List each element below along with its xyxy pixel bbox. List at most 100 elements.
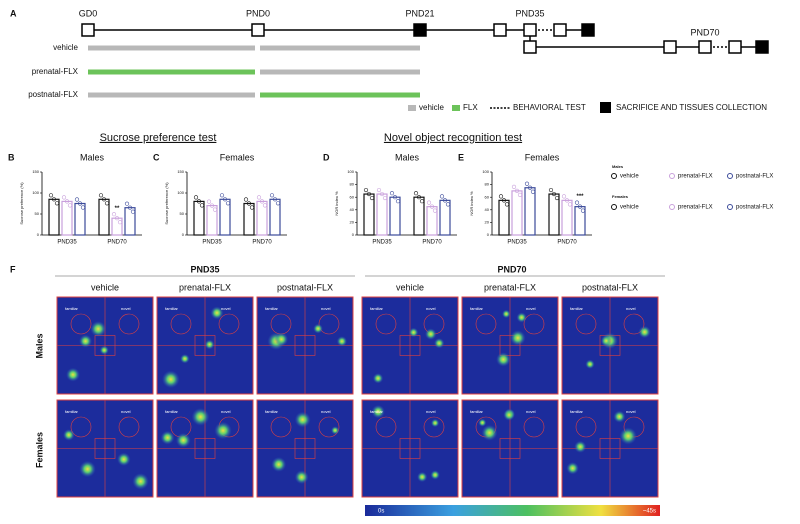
hotspot [613,410,626,423]
group-label: postnatal-FLX [28,90,78,99]
x-tick-label: PND70 [557,240,577,246]
hotspot [503,409,515,421]
legend-swatch [452,105,460,111]
dot [212,207,218,212]
panel-label: E [458,152,464,162]
dot [262,203,268,208]
object-label: familiar [165,409,179,414]
object-zone [575,416,597,438]
object-zone [270,416,292,438]
x-tick-label: PND35 [507,240,527,246]
dot [272,197,278,202]
object-zone [523,416,545,438]
significance: ** [115,206,120,212]
panel-label: B [8,152,15,162]
dot [395,199,401,204]
sex-label: Males [34,333,44,358]
group-header: prenatal-FLX [179,282,231,292]
timepoint: PND21 [405,8,434,18]
hotspot [99,345,109,355]
dot [61,195,67,200]
bar [256,200,268,236]
dot [48,193,54,198]
group-label: vehicle [53,43,78,52]
object-label: familiar [265,409,279,414]
hotspot [330,426,340,435]
group-header: postnatal-FLX [582,282,638,292]
group-header: vehicle [396,282,424,292]
y-tick-label: 50 [180,211,185,216]
dot [366,191,372,197]
y-tick-label: 150 [177,169,184,174]
hotspot [481,424,498,441]
dot [389,191,395,196]
object-label: novel [626,409,636,414]
y-tick-label: 100 [347,169,354,174]
bar [269,198,281,236]
dot [501,198,507,203]
dot [498,194,504,199]
section-title: Sucrose preference test [100,132,217,144]
dot [504,202,510,207]
legend-marker [727,204,733,210]
dot [439,194,445,199]
object-label: novel [626,306,636,311]
dot [275,201,281,206]
chart-title: Males [395,152,420,162]
hotspot [371,404,385,419]
legend-marker [669,173,675,179]
object-label: familiar [470,306,484,311]
object-zone [375,416,397,438]
bar [511,190,523,236]
x-tick-label: PND35 [372,240,392,246]
object-label: novel [321,409,331,414]
chart-title: Males [80,152,105,162]
hotspot [204,339,215,350]
bar [376,193,388,236]
group-label: prenatal-FLX [32,67,79,76]
dot [564,198,570,203]
dot [222,197,228,202]
timeline [81,23,769,54]
dot [77,201,83,206]
dot [369,195,375,201]
object-label: novel [321,306,331,311]
dot [551,191,557,197]
object-zone [118,313,140,335]
hotspot [430,418,440,428]
bar [243,202,255,236]
object-label: familiar [470,409,484,414]
legend-swatch [408,105,416,111]
dot [206,199,212,204]
dot [382,195,388,201]
hotspot [619,427,637,445]
dot [80,205,86,210]
object-label: familiar [570,409,584,414]
y-tick-label: 50 [35,211,40,216]
hotspot [79,334,93,348]
object-label: familiar [370,306,384,311]
dot [196,199,202,204]
dot [209,203,215,208]
hotspot [66,367,80,382]
legend-marker [611,173,617,179]
bar [426,206,438,236]
bar [48,198,60,236]
object-zone [575,313,597,335]
hotspot [510,330,526,346]
hotspot [274,332,289,347]
bar [524,187,536,236]
panel-label: A [10,8,17,18]
group-header: vehicle [91,282,119,292]
bar [61,200,73,236]
y-tick-label: 80 [485,182,490,187]
center-zone [499,438,521,459]
center-zone [94,438,116,459]
dot [98,193,104,198]
hotspot [496,352,511,367]
y-axis-label: Sucrose preference (%) [19,182,24,225]
bar [548,193,560,236]
legend-label: prenatal-FLX [678,205,713,211]
dot [363,187,369,193]
bar [111,217,123,236]
